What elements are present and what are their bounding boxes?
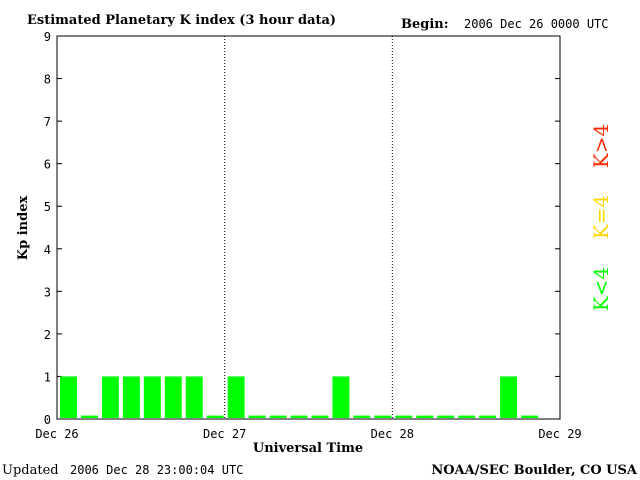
kp-bar (143, 376, 161, 418)
begin-value: 2006 Dec 26 0000 UTC (464, 17, 609, 31)
x-tick-label: Dec 29 (538, 427, 581, 441)
kp-bar (332, 376, 350, 418)
kp-bar (458, 415, 476, 418)
y-tick-label: 6 (44, 158, 51, 172)
kp-bar (80, 415, 98, 418)
y-tick-label: 8 (44, 73, 51, 87)
credit-text: NOAA/SEC Boulder, CO USA (431, 463, 638, 478)
kp-bar (206, 415, 224, 418)
chart-title: Estimated Planetary K index (3 hour data… (27, 13, 336, 28)
kp-bar (311, 415, 329, 418)
x-tick-label: Dec 26 (35, 427, 78, 441)
x-tick-label: Dec 27 (203, 427, 246, 441)
kp-bar (248, 415, 266, 418)
kp-bar (479, 415, 497, 418)
y-tick-label: 0 (44, 413, 51, 427)
y-tick-label: 1 (44, 370, 51, 384)
y-tick-label: 9 (44, 30, 51, 44)
legend-item: K=4 (589, 195, 613, 239)
kp-bar (437, 415, 455, 418)
legend-item: K>4 (589, 124, 613, 168)
y-tick-label: 5 (44, 200, 51, 214)
updated-value: 2006 Dec 28 23:00:04 UTC (70, 463, 243, 477)
kp-bar (60, 376, 77, 418)
plot-area: 0 1 2 3 4 5 6 7 8 9 Dec 26 Dec 27 Dec 28 Dec 29 (35, 30, 581, 441)
kp-bar (269, 415, 287, 418)
x-tick-label: Dec 28 (371, 427, 414, 441)
kp-bar (227, 376, 245, 418)
y-tick-label: 7 (44, 115, 51, 129)
updated-label: Updated (2, 463, 59, 478)
begin-label: Begin: (401, 17, 449, 32)
kp-bar (101, 376, 119, 418)
kp-bar (122, 376, 140, 418)
legend-item: K<4 (589, 267, 613, 311)
kp-bar (521, 415, 539, 418)
y-tick-label: 4 (44, 243, 51, 257)
y-axis-label: Kp index (16, 196, 31, 261)
y-tick-label: 3 (44, 285, 51, 299)
plot-frame (56, 35, 561, 420)
kp-bar (353, 415, 371, 418)
legend: K<4 K=4 K>4 (589, 124, 613, 311)
kp-bar (164, 376, 182, 418)
kp-bar (500, 376, 518, 418)
kp-bar (185, 376, 203, 418)
kp-bar (395, 415, 413, 418)
kp-bar (416, 415, 434, 418)
kp-bar (290, 415, 308, 418)
y-tick-label: 2 (44, 328, 51, 342)
x-axis-label: Universal Time (253, 441, 363, 456)
kp-bar (374, 415, 392, 418)
